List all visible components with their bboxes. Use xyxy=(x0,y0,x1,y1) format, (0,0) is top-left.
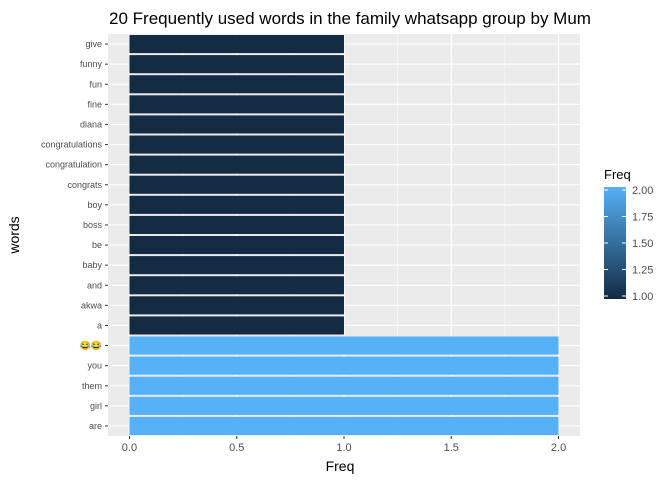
bar xyxy=(129,336,559,355)
y-tick-label: akwa xyxy=(81,300,102,310)
bar xyxy=(129,195,344,214)
bar xyxy=(129,75,344,94)
bar xyxy=(129,296,344,315)
x-tick-label: 0.0 xyxy=(122,442,137,454)
y-tick-label: be xyxy=(92,240,102,250)
bars xyxy=(129,35,559,435)
y-tick-label: them xyxy=(82,381,102,391)
y-tick-label: are xyxy=(89,421,102,431)
x-tick-label: 0.5 xyxy=(229,442,244,454)
bar xyxy=(129,396,559,415)
y-tick-label: and xyxy=(87,280,102,290)
y-tick-label: congratulations xyxy=(41,140,103,150)
legend: Freq 2.00 1.75 1.50 1.25 1.00 xyxy=(604,167,653,303)
y-tick-label: boss xyxy=(83,220,103,230)
bar xyxy=(129,416,559,435)
legend-color-bar xyxy=(604,187,626,299)
legend-tick-label: 1.75 xyxy=(632,212,653,224)
y-tick-label: give xyxy=(85,39,102,49)
y-tick-label: a xyxy=(97,320,102,330)
bar xyxy=(129,316,344,335)
y-tick-label: fine xyxy=(87,99,102,109)
y-axis-ticks: give funny fun fine diana congratulations cong… xyxy=(41,39,108,431)
bar xyxy=(129,115,344,134)
y-tick-label: boy xyxy=(87,200,102,210)
x-tick-label: 1.0 xyxy=(336,442,351,454)
legend-tick-label: 1.50 xyxy=(632,238,653,250)
y-tick-label: diana xyxy=(80,119,102,129)
bar xyxy=(129,356,559,375)
y-tick-label: 😂😂 xyxy=(80,341,102,351)
y-tick-label: you xyxy=(87,361,102,371)
bar xyxy=(129,376,559,395)
legend-tick-label: 1.25 xyxy=(632,265,653,277)
x-axis-title: Freq xyxy=(326,458,355,474)
bar xyxy=(129,135,344,154)
y-axis-title: words xyxy=(6,216,22,254)
y-tick-label: baby xyxy=(82,260,102,270)
legend-tick-label: 1.00 xyxy=(632,291,653,303)
bar xyxy=(129,236,344,255)
bar xyxy=(129,175,344,194)
y-tick-label: fun xyxy=(89,79,102,89)
bar xyxy=(129,35,344,54)
chart-title: 20 Frequently used words in the family w… xyxy=(109,9,591,28)
bar xyxy=(129,276,344,295)
bar xyxy=(129,256,344,275)
x-axis-ticks: 0.0 0.5 1.0 1.5 2.0 xyxy=(122,436,566,454)
y-tick-label: funny xyxy=(80,59,103,69)
legend-ticks: 2.00 1.75 1.50 1.25 1.00 xyxy=(604,185,653,303)
y-tick-label: congrats xyxy=(67,180,102,190)
legend-title: Freq xyxy=(604,167,631,182)
y-tick-label: congratulation xyxy=(45,160,102,170)
y-tick-label: girl xyxy=(90,401,102,411)
bar xyxy=(129,95,344,114)
bar xyxy=(129,155,344,174)
bar xyxy=(129,215,344,234)
x-tick-label: 1.5 xyxy=(444,442,459,454)
legend-tick-label: 2.00 xyxy=(632,185,653,197)
bar xyxy=(129,55,344,74)
x-tick-label: 2.0 xyxy=(551,442,566,454)
